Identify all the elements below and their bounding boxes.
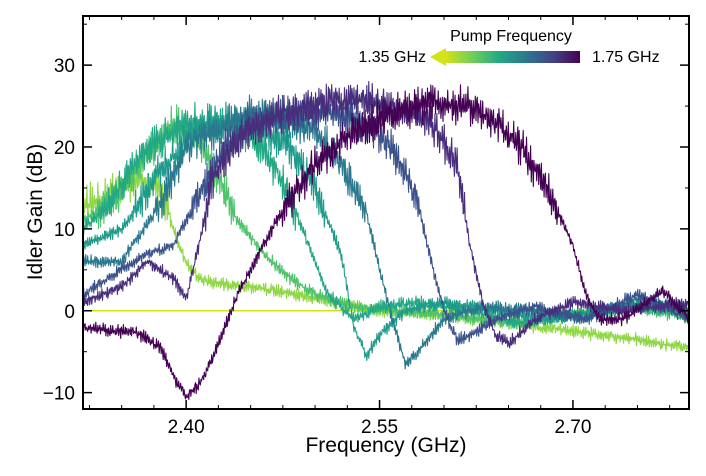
- series-layer: [83, 81, 689, 400]
- y-tick-label: 20: [54, 138, 75, 159]
- colorbar-min-label: 1.35 GHz: [358, 49, 426, 66]
- y-tick-label: 10: [54, 220, 75, 241]
- y-tick-label: −10: [43, 384, 75, 405]
- colorbar-gradient: [446, 51, 580, 63]
- colorbar-legend: Pump Frequency 1.35 GHz 1.75 GHz: [358, 28, 660, 66]
- colorbar-max-label: 1.75 GHz: [592, 49, 660, 66]
- x-tick-label: 2.55: [361, 417, 398, 438]
- x-tick-label: 2.40: [168, 417, 205, 438]
- series-line-140ghz: [83, 161, 689, 353]
- series-line-165ghz: [83, 92, 689, 346]
- ticks-layer: 2.40 2.55 2.70 −10 0 10 20 30: [43, 16, 689, 438]
- y-axis-label: Idler Gain (dB): [24, 144, 47, 281]
- plot-frame: [82, 15, 690, 410]
- y-tick-label: 30: [54, 56, 75, 77]
- x-axis-label: Frequency (GHz): [305, 434, 466, 457]
- y-tick-label: 0: [64, 302, 75, 323]
- x-tick-label: 2.70: [554, 417, 591, 438]
- colorbar-title: Pump Frequency: [450, 28, 572, 45]
- series-line-175ghz: [83, 84, 689, 400]
- colorbar-arrow-icon: [430, 48, 446, 66]
